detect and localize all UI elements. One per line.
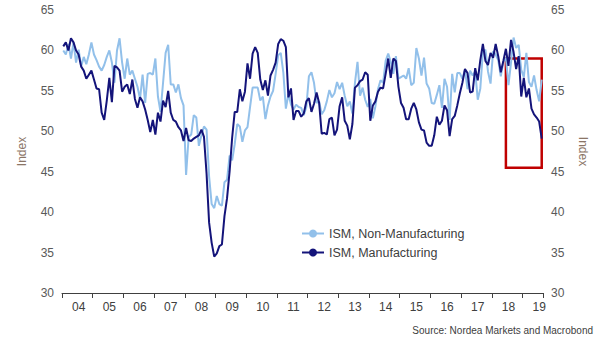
svg-text:12: 12 (318, 300, 332, 314)
svg-text:60: 60 (551, 43, 565, 57)
svg-text:05: 05 (103, 300, 117, 314)
svg-text:30: 30 (551, 286, 565, 300)
svg-text:Index: Index (15, 137, 29, 166)
svg-text:60: 60 (41, 43, 55, 57)
svg-text:06: 06 (133, 300, 147, 314)
svg-text:55: 55 (551, 84, 565, 98)
svg-text:14: 14 (379, 300, 393, 314)
svg-text:Source: Nordea Markets and Mac: Source: Nordea Markets and Macrobond (412, 325, 593, 336)
svg-text:13: 13 (348, 300, 362, 314)
svg-text:45: 45 (41, 165, 55, 179)
svg-text:09: 09 (225, 300, 239, 314)
svg-text:50: 50 (551, 124, 565, 138)
svg-text:35: 35 (41, 246, 55, 260)
svg-text:18: 18 (502, 300, 516, 314)
svg-text:11: 11 (287, 300, 300, 314)
svg-text:15: 15 (410, 300, 424, 314)
svg-text:65: 65 (41, 3, 55, 17)
svg-text:ISM, Non-Manufacturing: ISM, Non-Manufacturing (329, 227, 465, 241)
svg-text:10: 10 (256, 300, 270, 314)
svg-text:65: 65 (551, 3, 565, 17)
svg-text:35: 35 (551, 246, 565, 260)
svg-text:40: 40 (551, 205, 565, 219)
svg-text:08: 08 (195, 300, 209, 314)
svg-text:45: 45 (551, 165, 565, 179)
svg-text:19: 19 (532, 300, 546, 314)
svg-text:17: 17 (471, 300, 485, 314)
svg-text:ISM, Manufacturing: ISM, Manufacturing (329, 246, 437, 260)
svg-text:07: 07 (164, 300, 178, 314)
svg-text:40: 40 (41, 205, 55, 219)
svg-text:16: 16 (440, 300, 454, 314)
svg-text:50: 50 (41, 124, 55, 138)
svg-text:Index: Index (576, 137, 590, 166)
svg-text:04: 04 (72, 300, 86, 314)
svg-text:55: 55 (41, 84, 55, 98)
svg-text:30: 30 (41, 286, 55, 300)
